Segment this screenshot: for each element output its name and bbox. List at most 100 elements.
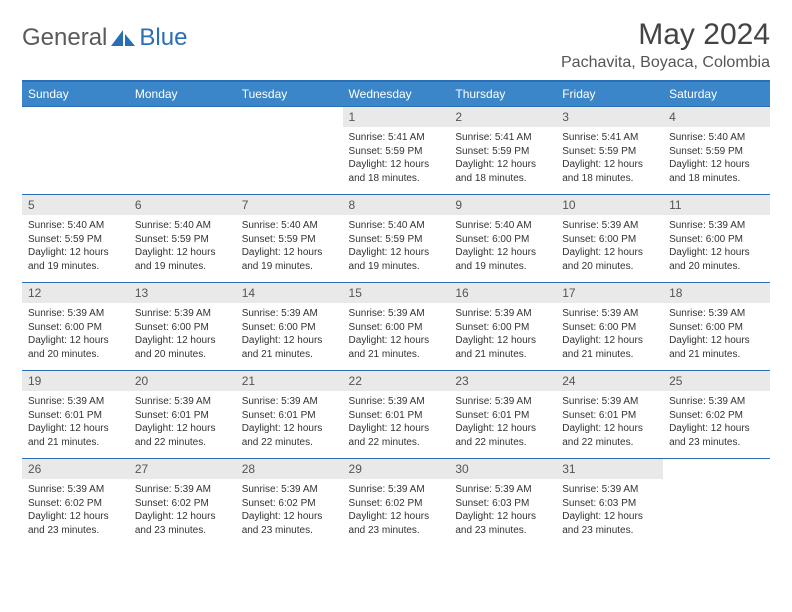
calendar-cell <box>663 459 770 547</box>
day-content: Sunrise: 5:39 AMSunset: 6:00 PMDaylight:… <box>129 303 236 367</box>
day-number: 6 <box>129 195 236 215</box>
daylight-text: Daylight: 12 hours and 21 minutes. <box>242 334 337 361</box>
day-header: Wednesday <box>343 81 450 107</box>
day-header: Sunday <box>22 81 129 107</box>
calendar-cell: 11Sunrise: 5:39 AMSunset: 6:00 PMDayligh… <box>663 195 770 283</box>
daylight-text: Daylight: 12 hours and 22 minutes. <box>349 422 444 449</box>
sunrise-text: Sunrise: 5:39 AM <box>562 483 657 497</box>
day-number: 14 <box>236 283 343 303</box>
sunrise-text: Sunrise: 5:41 AM <box>349 131 444 145</box>
day-number: 1 <box>343 107 450 127</box>
daylight-text: Daylight: 12 hours and 21 minutes. <box>455 334 550 361</box>
sunrise-text: Sunrise: 5:39 AM <box>349 307 444 321</box>
day-number: 7 <box>236 195 343 215</box>
sunrise-text: Sunrise: 5:39 AM <box>669 307 764 321</box>
sunrise-text: Sunrise: 5:39 AM <box>455 395 550 409</box>
day-content: Sunrise: 5:40 AMSunset: 5:59 PMDaylight:… <box>663 127 770 191</box>
sail-icon <box>109 28 137 48</box>
location-label: Pachavita, Boyaca, Colombia <box>561 54 770 72</box>
sunset-text: Sunset: 5:59 PM <box>562 145 657 159</box>
daylight-text: Daylight: 12 hours and 22 minutes. <box>242 422 337 449</box>
day-content: Sunrise: 5:39 AMSunset: 6:00 PMDaylight:… <box>556 215 663 279</box>
day-number: 30 <box>449 459 556 479</box>
calendar-cell: 4Sunrise: 5:40 AMSunset: 5:59 PMDaylight… <box>663 107 770 195</box>
sunrise-text: Sunrise: 5:39 AM <box>349 395 444 409</box>
sunset-text: Sunset: 6:01 PM <box>28 409 123 423</box>
calendar-cell: 9Sunrise: 5:40 AMSunset: 6:00 PMDaylight… <box>449 195 556 283</box>
sunrise-text: Sunrise: 5:39 AM <box>135 483 230 497</box>
day-number: 4 <box>663 107 770 127</box>
sunrise-text: Sunrise: 5:39 AM <box>135 307 230 321</box>
day-number: 15 <box>343 283 450 303</box>
daylight-text: Daylight: 12 hours and 19 minutes. <box>242 246 337 273</box>
daylight-text: Daylight: 12 hours and 21 minutes. <box>349 334 444 361</box>
day-number: 12 <box>22 283 129 303</box>
calendar-table: Sunday Monday Tuesday Wednesday Thursday… <box>22 80 770 547</box>
brand-name-a: General <box>22 24 107 52</box>
day-number: 13 <box>129 283 236 303</box>
calendar-row: 1Sunrise: 5:41 AMSunset: 5:59 PMDaylight… <box>22 107 770 195</box>
day-number: 19 <box>22 371 129 391</box>
sunset-text: Sunset: 6:00 PM <box>562 321 657 335</box>
day-content: Sunrise: 5:39 AMSunset: 6:01 PMDaylight:… <box>449 391 556 455</box>
day-content: Sunrise: 5:40 AMSunset: 5:59 PMDaylight:… <box>129 215 236 279</box>
daylight-text: Daylight: 12 hours and 20 minutes. <box>135 334 230 361</box>
day-content: Sunrise: 5:39 AMSunset: 6:02 PMDaylight:… <box>236 479 343 543</box>
day-number: 27 <box>129 459 236 479</box>
day-header: Thursday <box>449 81 556 107</box>
day-content: Sunrise: 5:41 AMSunset: 5:59 PMDaylight:… <box>449 127 556 191</box>
day-number: 5 <box>22 195 129 215</box>
day-number: 25 <box>663 371 770 391</box>
sunset-text: Sunset: 6:01 PM <box>242 409 337 423</box>
day-number: 22 <box>343 371 450 391</box>
day-content: Sunrise: 5:39 AMSunset: 6:00 PMDaylight:… <box>663 215 770 279</box>
sunset-text: Sunset: 5:59 PM <box>669 145 764 159</box>
daylight-text: Daylight: 12 hours and 22 minutes. <box>455 422 550 449</box>
calendar-cell: 18Sunrise: 5:39 AMSunset: 6:00 PMDayligh… <box>663 283 770 371</box>
day-number <box>129 107 236 113</box>
day-number: 28 <box>236 459 343 479</box>
calendar-cell: 10Sunrise: 5:39 AMSunset: 6:00 PMDayligh… <box>556 195 663 283</box>
month-title: May 2024 <box>561 18 770 52</box>
daylight-text: Daylight: 12 hours and 23 minutes. <box>242 510 337 537</box>
sunset-text: Sunset: 6:03 PM <box>562 497 657 511</box>
calendar-cell <box>236 107 343 195</box>
daylight-text: Daylight: 12 hours and 23 minutes. <box>28 510 123 537</box>
calendar-cell: 7Sunrise: 5:40 AMSunset: 5:59 PMDaylight… <box>236 195 343 283</box>
sunset-text: Sunset: 6:02 PM <box>242 497 337 511</box>
sunrise-text: Sunrise: 5:39 AM <box>349 483 444 497</box>
day-number: 26 <box>22 459 129 479</box>
sunrise-text: Sunrise: 5:40 AM <box>455 219 550 233</box>
sunset-text: Sunset: 5:59 PM <box>455 145 550 159</box>
day-number: 31 <box>556 459 663 479</box>
sunrise-text: Sunrise: 5:39 AM <box>455 483 550 497</box>
day-content: Sunrise: 5:39 AMSunset: 6:03 PMDaylight:… <box>449 479 556 543</box>
sunset-text: Sunset: 5:59 PM <box>349 233 444 247</box>
sunset-text: Sunset: 6:00 PM <box>455 321 550 335</box>
sunrise-text: Sunrise: 5:39 AM <box>28 395 123 409</box>
day-number: 21 <box>236 371 343 391</box>
day-number <box>22 107 129 113</box>
daylight-text: Daylight: 12 hours and 20 minutes. <box>562 246 657 273</box>
daylight-text: Daylight: 12 hours and 19 minutes. <box>28 246 123 273</box>
sunrise-text: Sunrise: 5:41 AM <box>562 131 657 145</box>
daylight-text: Daylight: 12 hours and 21 minutes. <box>669 334 764 361</box>
day-header: Monday <box>129 81 236 107</box>
calendar-cell: 31Sunrise: 5:39 AMSunset: 6:03 PMDayligh… <box>556 459 663 547</box>
calendar-cell: 27Sunrise: 5:39 AMSunset: 6:02 PMDayligh… <box>129 459 236 547</box>
sunrise-text: Sunrise: 5:39 AM <box>242 395 337 409</box>
sunset-text: Sunset: 6:00 PM <box>135 321 230 335</box>
calendar-cell <box>22 107 129 195</box>
day-content: Sunrise: 5:39 AMSunset: 6:01 PMDaylight:… <box>236 391 343 455</box>
calendar-cell: 26Sunrise: 5:39 AMSunset: 6:02 PMDayligh… <box>22 459 129 547</box>
calendar-row: 5Sunrise: 5:40 AMSunset: 5:59 PMDaylight… <box>22 195 770 283</box>
calendar-cell: 15Sunrise: 5:39 AMSunset: 6:00 PMDayligh… <box>343 283 450 371</box>
sunrise-text: Sunrise: 5:39 AM <box>562 395 657 409</box>
calendar-cell: 23Sunrise: 5:39 AMSunset: 6:01 PMDayligh… <box>449 371 556 459</box>
day-header: Tuesday <box>236 81 343 107</box>
day-number: 24 <box>556 371 663 391</box>
day-number <box>236 107 343 113</box>
day-content: Sunrise: 5:39 AMSunset: 6:01 PMDaylight:… <box>22 391 129 455</box>
day-content: Sunrise: 5:41 AMSunset: 5:59 PMDaylight:… <box>556 127 663 191</box>
daylight-text: Daylight: 12 hours and 23 minutes. <box>135 510 230 537</box>
